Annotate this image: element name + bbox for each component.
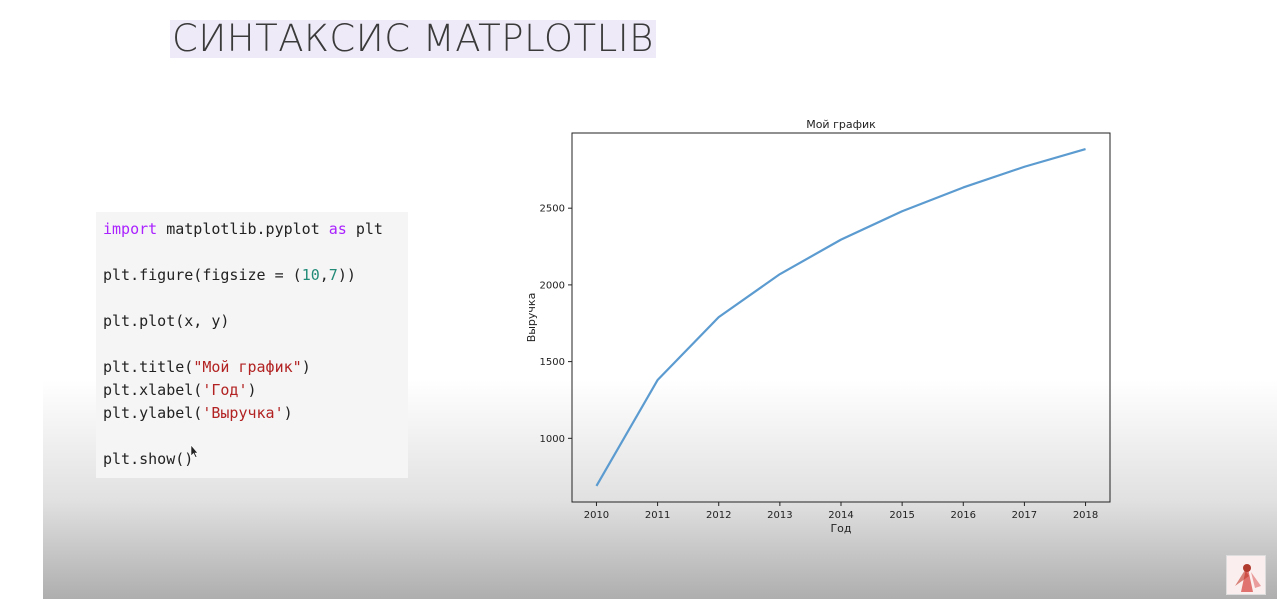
- x-tick-label: 2014: [828, 510, 853, 521]
- code-block: import matplotlib.pyplot as plt plt.figu…: [96, 212, 408, 478]
- code-line-figure: plt.figure(figsize = (10,7)): [103, 264, 408, 287]
- code-figure-call: plt.figure(figsize = (: [103, 266, 302, 284]
- plot-area-frame: [571, 132, 1111, 503]
- x-tick-label: 2015: [889, 510, 914, 521]
- x-tick-label: 2012: [706, 510, 731, 521]
- x-tick-label: 2013: [767, 510, 792, 521]
- x-tick-label: 2010: [584, 510, 609, 521]
- code-xlabel-call: plt.xlabel(: [103, 381, 203, 399]
- code-line-show: plt.show(): [103, 450, 194, 468]
- code-line-import: import matplotlib.pyplot as plt: [103, 218, 408, 241]
- avatar-image: [1227, 556, 1265, 594]
- code-alias: plt: [346, 220, 383, 238]
- code-line-xlabel: plt.xlabel('Год'): [103, 379, 408, 402]
- code-close-paren: ): [283, 404, 293, 422]
- code-string-title: "Мой график": [193, 358, 302, 376]
- y-tick-label: 2000: [540, 280, 565, 291]
- code-close-paren: ): [301, 358, 311, 376]
- code-blank-line: [103, 287, 408, 310]
- line-chart: Мой график Год Выручка 2010 2011 2012 2013 2…: [525, 118, 1111, 535]
- channel-avatar: [1226, 555, 1266, 595]
- mouse-cursor-icon: [190, 444, 198, 458]
- code-close-paren: ): [247, 381, 257, 399]
- y-tick-label: 2500: [540, 204, 565, 215]
- code-comma: ,: [319, 266, 329, 284]
- code-number-width: 10: [301, 266, 320, 284]
- code-line-title: plt.title("Мой график"): [103, 356, 408, 379]
- code-string-ylabel: 'Выручка': [202, 404, 284, 422]
- x-tick-label: 2017: [1012, 510, 1037, 521]
- code-blank-line: [103, 333, 408, 356]
- y-tick-label: 1500: [540, 357, 565, 368]
- code-string-xlabel: 'Год': [202, 381, 248, 399]
- x-tick-label: 2011: [645, 510, 670, 521]
- code-line-plot: plt.plot(x, y): [103, 312, 230, 330]
- code-blank-line: [103, 241, 408, 264]
- code-ylabel-call: plt.ylabel(: [103, 404, 203, 422]
- code-keyword-as: as: [328, 220, 347, 238]
- code-number-height: 7: [328, 266, 338, 284]
- code-keyword-import: import: [103, 220, 158, 238]
- y-tick-label: 1000: [540, 434, 565, 445]
- axis-ticks: 2010 2011 2012 2013 2014 2015 2016 2017 2018 1000…: [540, 204, 1099, 521]
- code-title-call: plt.title(: [103, 358, 194, 376]
- code-line-ylabel: plt.ylabel('Выручка'): [103, 402, 408, 425]
- chart-title: Мой график: [806, 118, 876, 131]
- code-module: matplotlib.pyplot: [157, 220, 329, 238]
- chart-series: [595, 148, 1086, 487]
- series-line: [595, 148, 1086, 487]
- slide-title: СИНТАКСИС MATPLOTLIB: [170, 17, 656, 60]
- code-close-parens: )): [337, 266, 356, 284]
- y-axis-label: Выручка: [525, 293, 538, 343]
- x-axis-label: Год: [830, 522, 851, 535]
- code-blank-line: [103, 425, 408, 448]
- x-tick-label: 2016: [951, 510, 976, 521]
- x-tick-label: 2018: [1073, 510, 1098, 521]
